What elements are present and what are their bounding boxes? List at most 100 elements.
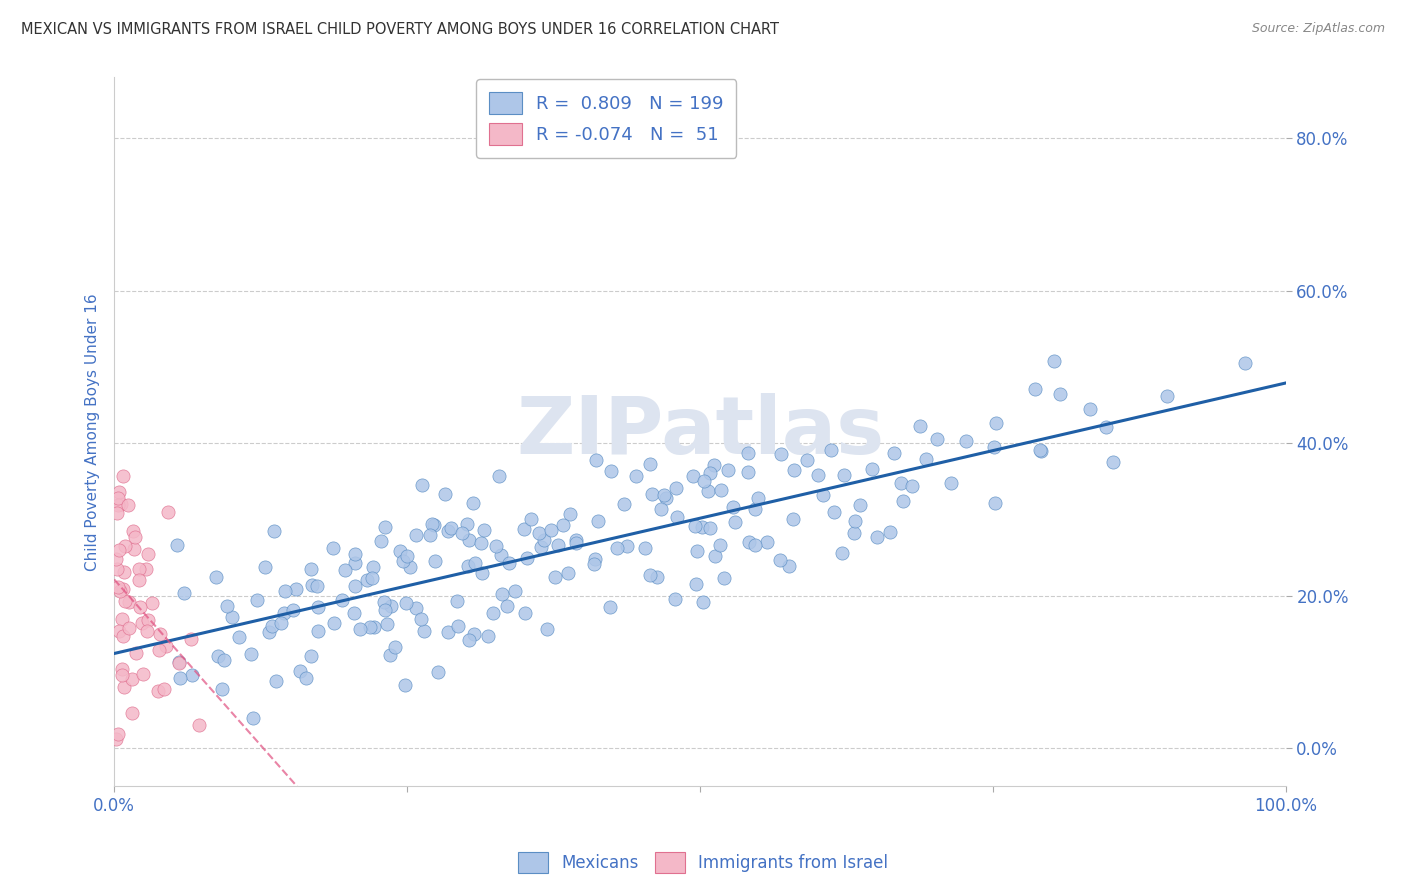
Point bbox=[169, 671, 191, 685]
Point bbox=[330, 593, 353, 607]
Point bbox=[710, 483, 733, 498]
Point bbox=[755, 534, 778, 549]
Point bbox=[796, 453, 818, 467]
Point bbox=[152, 682, 174, 697]
Point bbox=[405, 601, 427, 615]
Text: ZIPatlas: ZIPatlas bbox=[516, 392, 884, 471]
Point bbox=[343, 547, 366, 561]
Point bbox=[891, 494, 914, 508]
Point bbox=[146, 684, 169, 698]
Point bbox=[343, 579, 366, 593]
Point bbox=[849, 498, 872, 512]
Point bbox=[307, 579, 329, 593]
Point bbox=[530, 540, 553, 554]
Point bbox=[860, 461, 883, 475]
Point bbox=[624, 469, 647, 483]
Point bbox=[723, 500, 745, 514]
Point bbox=[440, 521, 463, 535]
Point bbox=[264, 673, 287, 688]
Point bbox=[1031, 443, 1053, 458]
Point bbox=[273, 606, 295, 620]
Point bbox=[108, 485, 131, 500]
Point bbox=[110, 498, 132, 512]
Point bbox=[136, 547, 159, 561]
Point bbox=[132, 666, 155, 681]
Point bbox=[451, 526, 474, 541]
Point bbox=[533, 533, 555, 548]
Point bbox=[471, 566, 494, 580]
Point bbox=[228, 630, 250, 644]
Point bbox=[638, 567, 661, 582]
Point bbox=[419, 528, 441, 542]
Point bbox=[395, 549, 418, 564]
Point bbox=[842, 525, 865, 540]
Point bbox=[389, 543, 412, 558]
Point bbox=[737, 445, 759, 459]
Point bbox=[433, 487, 456, 501]
Point bbox=[378, 648, 401, 663]
Legend: R =  0.809   N = 199, R = -0.074   N =  51: R = 0.809 N = 199, R = -0.074 N = 51 bbox=[477, 79, 737, 158]
Point bbox=[498, 556, 520, 570]
Point bbox=[769, 553, 792, 567]
Point bbox=[323, 615, 346, 630]
Point bbox=[128, 573, 150, 587]
Point bbox=[470, 536, 492, 550]
Point bbox=[299, 562, 322, 576]
Point bbox=[107, 580, 129, 594]
Point bbox=[738, 534, 761, 549]
Point bbox=[356, 573, 378, 587]
Point bbox=[481, 606, 503, 620]
Point bbox=[641, 486, 664, 500]
Point bbox=[1233, 356, 1256, 370]
Point bbox=[683, 518, 706, 533]
Point bbox=[167, 656, 190, 670]
Point bbox=[322, 541, 344, 555]
Point bbox=[217, 599, 239, 613]
Point bbox=[1024, 382, 1046, 396]
Point bbox=[128, 561, 150, 575]
Point bbox=[744, 538, 766, 552]
Point bbox=[392, 554, 415, 568]
Point bbox=[108, 584, 131, 599]
Point bbox=[205, 570, 228, 584]
Point bbox=[105, 552, 128, 566]
Point bbox=[1102, 455, 1125, 469]
Point bbox=[122, 541, 145, 556]
Point bbox=[984, 496, 1007, 510]
Point bbox=[811, 488, 834, 502]
Point bbox=[485, 539, 508, 553]
Point bbox=[600, 464, 623, 478]
Point bbox=[370, 533, 392, 548]
Point bbox=[456, 516, 478, 531]
Point bbox=[413, 624, 436, 638]
Point bbox=[274, 583, 297, 598]
Point bbox=[301, 578, 323, 592]
Point bbox=[983, 440, 1005, 454]
Point bbox=[655, 491, 678, 505]
Point bbox=[583, 558, 606, 572]
Point bbox=[446, 593, 468, 607]
Point bbox=[374, 603, 396, 617]
Point bbox=[915, 452, 938, 467]
Y-axis label: Child Poverty Among Boys Under 16: Child Poverty Among Boys Under 16 bbox=[86, 293, 100, 571]
Point bbox=[420, 516, 443, 531]
Point bbox=[1029, 443, 1052, 458]
Point bbox=[131, 615, 153, 630]
Point bbox=[112, 566, 135, 580]
Point bbox=[665, 482, 688, 496]
Point bbox=[114, 539, 136, 553]
Point bbox=[136, 613, 159, 627]
Point bbox=[503, 584, 526, 599]
Point bbox=[699, 521, 721, 535]
Point bbox=[361, 560, 384, 574]
Point bbox=[107, 727, 129, 741]
Point bbox=[547, 538, 569, 552]
Point bbox=[361, 571, 384, 585]
Point bbox=[474, 523, 496, 537]
Point bbox=[513, 523, 536, 537]
Point bbox=[343, 556, 366, 570]
Point bbox=[925, 432, 948, 446]
Point bbox=[384, 640, 406, 654]
Point bbox=[664, 592, 686, 607]
Point bbox=[211, 681, 233, 696]
